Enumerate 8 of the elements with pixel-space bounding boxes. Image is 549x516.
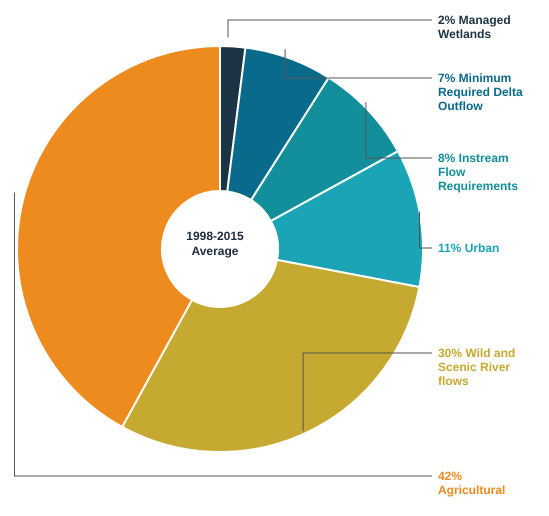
slice-label: 11% Urban [438, 241, 500, 255]
data-label: 42% [438, 469, 462, 483]
slice-label: 2% Managed Wetlands [438, 13, 511, 41]
text: 1998-2015 Average [186, 229, 244, 258]
slice-label: 8% Instream Flow Requirements [438, 151, 518, 193]
slice-label: Agricultural [438, 483, 506, 497]
slice-label: 30% Wild and Scenic River flows [438, 346, 516, 388]
slice-label: 7% Minimum Required Delta Outflow [438, 71, 524, 113]
